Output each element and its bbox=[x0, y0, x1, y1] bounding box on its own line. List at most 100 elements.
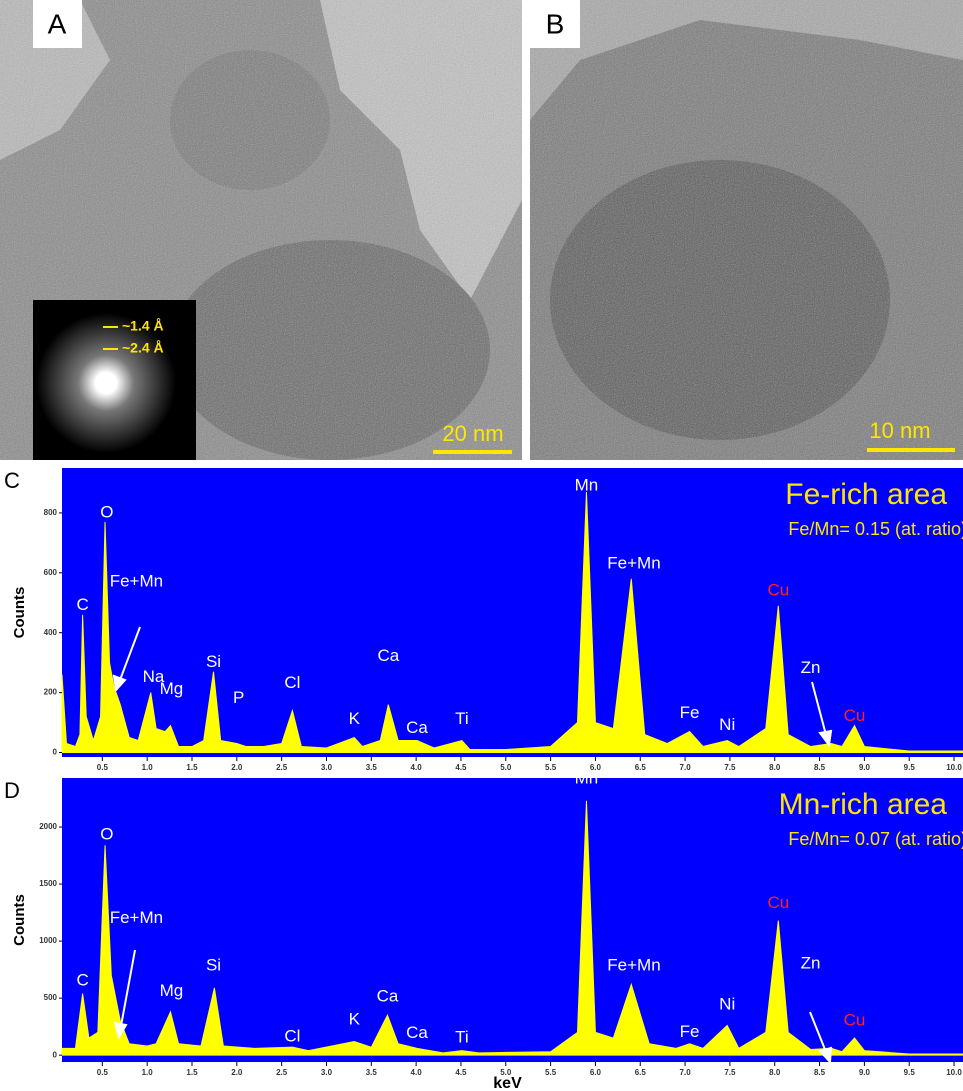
x-tick-label: 3.5 bbox=[366, 763, 378, 772]
x-tick-label: 5.0 bbox=[500, 763, 512, 772]
peak-label: Cu bbox=[844, 1010, 866, 1029]
x-tick-label: 0.5 bbox=[97, 1068, 109, 1077]
x-tick-label: 9.5 bbox=[904, 763, 916, 772]
peak-label: Ni bbox=[719, 994, 735, 1013]
x-tick-label: 8.0 bbox=[769, 763, 781, 772]
panel-letter: D bbox=[4, 778, 20, 803]
x-tick-label: 6.5 bbox=[635, 1068, 647, 1077]
x-tick-label: 8.5 bbox=[814, 763, 826, 772]
peak-label: Ti bbox=[455, 1028, 469, 1047]
x-tick-label: 0.5 bbox=[97, 763, 109, 772]
x-tick-label: 4.0 bbox=[411, 1068, 423, 1077]
peak-label: C bbox=[76, 971, 88, 990]
chart-subtitle: Fe/Mn= 0.07 (at. ratio) bbox=[788, 829, 963, 849]
peak-label: C bbox=[76, 595, 88, 614]
x-tick-label: 9.0 bbox=[859, 763, 871, 772]
x-tick-label: 2.5 bbox=[276, 1068, 288, 1077]
x-tick-label: 1.0 bbox=[142, 1068, 154, 1077]
ring-label: ~2.4 Å bbox=[122, 340, 164, 356]
panel-letter: B bbox=[546, 8, 565, 39]
x-tick-label: 7.5 bbox=[724, 763, 736, 772]
y-tick-label: 1500 bbox=[39, 879, 57, 888]
peak-label: Cu bbox=[767, 580, 789, 599]
peak-label: K bbox=[349, 1009, 361, 1028]
peak-label: Si bbox=[206, 956, 221, 975]
peak-label: Cu bbox=[767, 893, 789, 912]
peak-label: Ni bbox=[719, 715, 735, 734]
x-tick-label: 7.0 bbox=[680, 763, 692, 772]
x-tick-label: 3.0 bbox=[321, 763, 333, 772]
peak-label: Ca bbox=[377, 986, 399, 1005]
peak-label: Cu bbox=[844, 706, 866, 725]
x-tick-label: 10.0 bbox=[946, 763, 962, 772]
x-tick-label: 10.0 bbox=[946, 1068, 962, 1077]
peak-label: Fe+Mn bbox=[110, 571, 163, 590]
y-tick-label: 800 bbox=[44, 508, 58, 517]
x-tick-label: 1.5 bbox=[186, 763, 198, 772]
x-tick-label: 4.0 bbox=[411, 763, 423, 772]
peak-label: Si bbox=[206, 652, 221, 671]
peak-label: O bbox=[100, 825, 113, 844]
panel-letter: C bbox=[4, 468, 20, 493]
peak-label: Mn bbox=[575, 769, 599, 788]
chart-title: Fe-rich area bbox=[785, 478, 947, 511]
peak-label: Fe+Mn bbox=[110, 908, 163, 927]
ring-label: ~1.4 Å bbox=[122, 318, 164, 334]
peak-label: Fe bbox=[680, 703, 700, 722]
tem-image-b: B 10 nm bbox=[530, 0, 963, 460]
x-tick-label: 5.0 bbox=[500, 1068, 512, 1077]
chart-subtitle: Fe/Mn= 0.15 (at. ratio) bbox=[788, 519, 963, 539]
peak-label: Cl bbox=[284, 673, 300, 692]
peak-label: Zn bbox=[801, 658, 821, 677]
peak-label: Mg bbox=[160, 679, 184, 698]
y-tick-label: 1000 bbox=[39, 936, 57, 945]
peak-label: Mn bbox=[575, 475, 599, 494]
x-tick-label: 5.5 bbox=[545, 1068, 557, 1077]
x-tick-label: 2.5 bbox=[276, 763, 288, 772]
peak-label: Na bbox=[143, 667, 165, 686]
y-tick-label: 0 bbox=[53, 1050, 58, 1059]
x-tick-label: 4.5 bbox=[455, 1068, 467, 1077]
y-tick-label: 200 bbox=[44, 688, 58, 697]
x-tick-label: 7.0 bbox=[680, 1068, 692, 1077]
x-tick-label: 3.0 bbox=[321, 1068, 333, 1077]
x-tick-label: 4.5 bbox=[455, 763, 467, 772]
x-tick-label: 2.0 bbox=[231, 763, 243, 772]
peak-label: Ca bbox=[406, 718, 428, 737]
scale-bar-label: 20 nm bbox=[442, 421, 503, 446]
peak-label: Cl bbox=[284, 1026, 300, 1045]
scale-bar-label: 10 nm bbox=[869, 418, 930, 443]
y-tick-label: 400 bbox=[44, 628, 58, 637]
peak-label: Zn bbox=[801, 953, 821, 972]
x-tick-label: 6.5 bbox=[635, 763, 647, 772]
spectra: 0.5 1.0 1.5 2.0 2.5 3.0 3.5 4.0 4.5 5.0 5.5 6.0 6.5 7… bbox=[4, 468, 963, 1091]
peak-label: Mg bbox=[160, 981, 184, 1000]
y-tick-label: 600 bbox=[44, 568, 58, 577]
x-tick-label: 6.0 bbox=[590, 1068, 602, 1077]
x-axis-label: keV bbox=[493, 1075, 522, 1091]
peak-label: Fe bbox=[680, 1022, 700, 1041]
peak-label: P bbox=[233, 688, 244, 707]
y-tick-label: 500 bbox=[44, 993, 58, 1002]
peak-label: Ca bbox=[406, 1023, 428, 1042]
x-tick-label: 3.5 bbox=[366, 1068, 378, 1077]
x-tick-label: 1.0 bbox=[142, 763, 154, 772]
spectrum bbox=[61, 491, 963, 754]
panel-letter: A bbox=[48, 8, 67, 39]
peak-label: Fe+Mn bbox=[607, 956, 660, 975]
x-tick-label: 7.5 bbox=[724, 1068, 736, 1077]
y-axis-label: Counts bbox=[11, 587, 28, 639]
peak-label: O bbox=[100, 502, 113, 521]
arrows bbox=[112, 626, 833, 1065]
y-tick-label: 2000 bbox=[39, 822, 57, 831]
tem-image-a: A ~1.4 Å ~2.4 Å 20 nm bbox=[0, 0, 522, 460]
x-tick-label: 1.5 bbox=[186, 1068, 198, 1077]
chart-title: Mn-rich area bbox=[779, 788, 948, 821]
peak-label: Fe+Mn bbox=[607, 553, 660, 572]
x-tick-label: 9.0 bbox=[859, 1068, 871, 1077]
y-axis-label: Counts bbox=[11, 894, 28, 946]
y-tick-label: 0 bbox=[53, 748, 58, 757]
spectrum bbox=[61, 800, 963, 1056]
x-tick-label: 6.0 bbox=[590, 763, 602, 772]
